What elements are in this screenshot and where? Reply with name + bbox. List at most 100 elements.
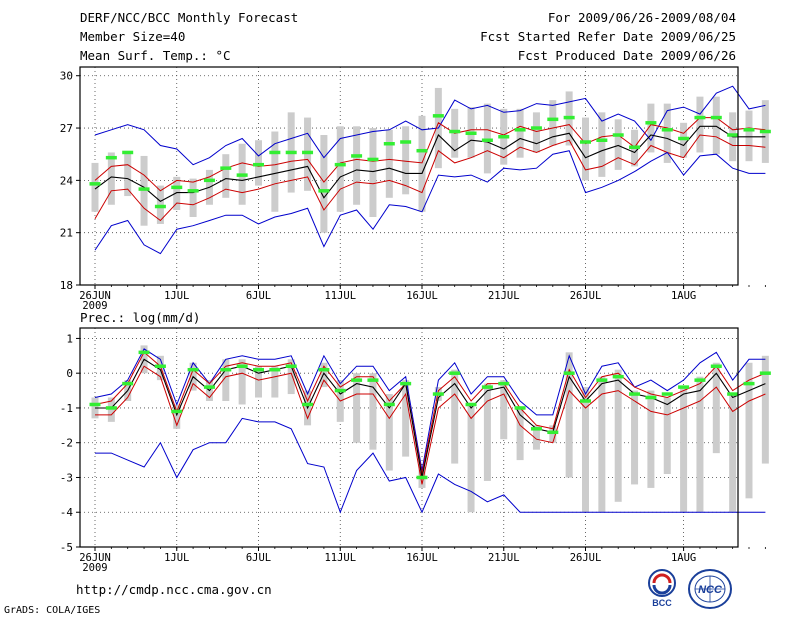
x-tick-label: 26JUL <box>570 290 602 302</box>
spread-box <box>467 404 475 513</box>
series-line-lower <box>95 365 766 485</box>
spread-box <box>565 352 573 478</box>
spread-box <box>712 362 720 454</box>
spread-box <box>663 103 671 163</box>
y-tick-label: 30 <box>60 70 73 83</box>
spread-box <box>549 100 557 146</box>
x-tick-label: 1AUG <box>671 290 696 302</box>
x-tick-label: 6JUL <box>246 552 271 564</box>
chart-title: DERF/NCC/BCC Monthly Forecast <box>80 10 299 25</box>
spread-box <box>320 362 328 388</box>
x-tick-label: 16JUL <box>406 290 438 302</box>
series-line-lower <box>94 134 766 222</box>
spread-box <box>500 380 508 440</box>
series-line-upper <box>94 117 766 192</box>
variable-label: Mean Surf. Temp.: °C <box>80 48 231 63</box>
spread-box <box>598 112 606 177</box>
spread-box <box>631 390 639 485</box>
spread-box <box>173 176 181 211</box>
spread-box <box>680 387 688 513</box>
x-tick-label: 1JUL <box>164 552 189 564</box>
plot-frame <box>79 327 739 548</box>
spread-box <box>369 128 377 217</box>
spread-box <box>598 376 606 513</box>
svg-text:NCC: NCC <box>698 584 723 596</box>
bcc-logo: BCC <box>648 569 676 608</box>
spread-box <box>353 373 361 443</box>
plot-frame <box>79 66 739 286</box>
spread-box <box>418 115 426 212</box>
y-tick-label: 1 <box>66 332 73 345</box>
spread-box <box>402 126 410 195</box>
spread-box <box>107 152 115 205</box>
x-tick-label: 21JUL <box>488 552 520 564</box>
spread-box <box>614 369 622 502</box>
spread-box <box>516 108 524 158</box>
spread-box <box>271 131 279 212</box>
spread-box <box>320 135 328 233</box>
spread-box <box>91 162 99 212</box>
spread-box <box>696 96 704 153</box>
spread-box <box>353 126 361 205</box>
spread-box <box>222 359 230 401</box>
y-tick-label: -4 <box>60 506 74 519</box>
forecast-period-label: For 2009/06/26-2009/08/04 <box>547 10 736 25</box>
spread-box <box>189 178 197 217</box>
y-tick-label: -1 <box>60 402 73 415</box>
x-tick-label: 11JUL <box>324 290 356 302</box>
x-tick-label: 26JUN <box>79 552 111 564</box>
spread-box <box>287 359 295 395</box>
spread-box <box>451 369 459 464</box>
member-size-label: Member Size=40 <box>80 29 186 44</box>
spread-box <box>582 117 589 181</box>
y-tick-label: -2 <box>60 437 73 450</box>
spread-box <box>663 397 671 474</box>
forecast-start-label: Fcst Started Refer Date 2009/06/25 <box>480 29 736 44</box>
spread-box <box>745 362 753 499</box>
series-line-min <box>94 150 766 255</box>
spread-box <box>173 404 181 429</box>
spread-box <box>124 152 132 197</box>
series-line-mean <box>94 125 766 202</box>
ncc-logo: NCC <box>688 569 732 609</box>
y-tick-label: 18 <box>60 279 73 292</box>
x-tick-label: 26JUL <box>570 552 602 564</box>
spread-box <box>271 366 279 398</box>
svg-text:BCC: BCC <box>652 598 672 608</box>
y-tick-label: 0 <box>66 367 73 380</box>
x-tick-label: 1JUL <box>164 290 189 302</box>
x-tick-sublabel: 2009 <box>82 300 107 312</box>
precip-panel-title: Prec.: log(mm/d) <box>80 310 200 325</box>
spread-box <box>582 387 589 513</box>
spread-box <box>532 425 540 450</box>
y-tick-label: 27 <box>60 122 73 135</box>
series-line-upper <box>94 351 766 475</box>
spread-box <box>516 407 524 461</box>
spread-box <box>222 154 230 198</box>
spread-box <box>483 383 491 481</box>
spread-box <box>238 359 246 405</box>
y-tick-label: 21 <box>60 227 73 240</box>
series-line-max <box>94 348 766 471</box>
series-line-min <box>95 417 766 514</box>
spread-box <box>255 366 262 398</box>
spread-box <box>614 119 622 170</box>
x-tick-label: 1AUG <box>671 552 696 564</box>
grads-credit: GrADS: COLA/IGES <box>4 605 101 616</box>
spread-box <box>402 380 410 457</box>
spread-box <box>647 103 655 153</box>
y-tick-label: -5 <box>60 541 73 554</box>
x-tick-sublabel: 2009 <box>82 562 107 574</box>
footer-url[interactable]: http://cmdp.ncc.cma.gov.cn <box>76 582 272 597</box>
x-tick-label: 26JUN <box>79 290 111 302</box>
y-tick-label: -3 <box>60 471 73 484</box>
forecast-produced-label: Fcst Produced Date 2009/06/26 <box>517 48 736 63</box>
spread-box <box>696 376 704 513</box>
x-tick-label: 11JUL <box>324 552 356 564</box>
spread-box <box>385 394 393 471</box>
spread-box <box>336 126 344 212</box>
x-tick-label: 16JUL <box>406 552 438 564</box>
